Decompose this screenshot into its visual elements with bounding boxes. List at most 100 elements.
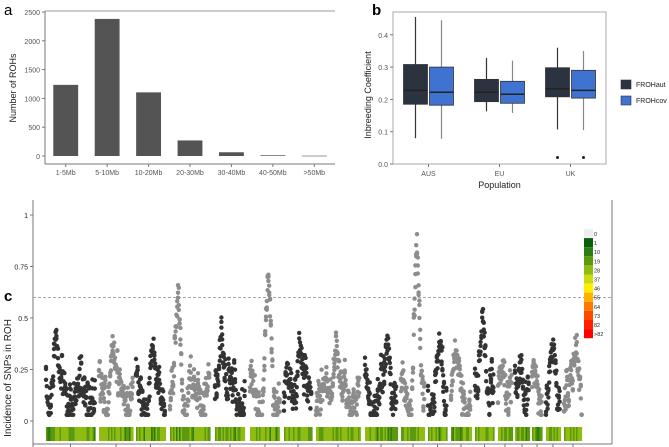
snp-point bbox=[297, 330, 302, 336]
snp-point bbox=[553, 358, 558, 363]
snp-point bbox=[175, 295, 181, 300]
x-tick-label: >50Mb bbox=[303, 170, 325, 177]
density-cell bbox=[224, 427, 226, 441]
snp-point bbox=[484, 368, 489, 374]
snp-point bbox=[304, 370, 309, 375]
snp-point bbox=[462, 399, 467, 405]
snp-point bbox=[305, 393, 310, 398]
legend-label: FROHcov bbox=[636, 98, 667, 105]
density-cell bbox=[485, 427, 488, 441]
snp-point bbox=[221, 351, 226, 357]
snp-point bbox=[393, 406, 398, 412]
snp-point bbox=[538, 409, 543, 414]
snp-point bbox=[178, 342, 183, 347]
snp-point bbox=[308, 385, 313, 390]
density-cell bbox=[55, 427, 57, 441]
snp-point bbox=[303, 355, 308, 361]
density-cell bbox=[52, 427, 54, 441]
snp-point bbox=[460, 412, 465, 417]
density-cell bbox=[440, 427, 442, 441]
snp-point bbox=[343, 377, 348, 383]
snp-point bbox=[236, 391, 241, 397]
snp-point bbox=[130, 384, 135, 390]
density-cell bbox=[432, 427, 435, 441]
density-cell bbox=[371, 427, 373, 441]
snp-point bbox=[547, 380, 552, 385]
snp-point bbox=[557, 399, 562, 404]
snp-point bbox=[557, 406, 562, 412]
snp-point bbox=[123, 397, 128, 402]
density-cell bbox=[384, 427, 387, 441]
snp-point bbox=[263, 329, 268, 334]
density-cell bbox=[179, 427, 181, 441]
snp-point bbox=[318, 407, 323, 412]
density-cell bbox=[230, 427, 232, 441]
density-cell bbox=[396, 427, 399, 441]
density-cell bbox=[259, 427, 261, 441]
snp-point bbox=[334, 338, 339, 343]
snp-point bbox=[401, 368, 406, 373]
density-cell bbox=[188, 427, 190, 441]
y-tick-label: 0.1 bbox=[378, 130, 388, 137]
density-cell bbox=[484, 427, 486, 441]
density-cell bbox=[240, 427, 243, 441]
snp-point bbox=[140, 389, 145, 394]
snp-point bbox=[186, 390, 191, 396]
chromosome-points-E2 bbox=[512, 353, 531, 417]
snp-point bbox=[422, 384, 427, 389]
density-legend-label: 1 bbox=[594, 241, 597, 247]
snp-point bbox=[220, 343, 225, 348]
snp-point bbox=[432, 400, 437, 405]
snp-point bbox=[232, 367, 238, 372]
snp-point bbox=[507, 368, 513, 373]
density-cell bbox=[99, 427, 101, 441]
x-tick-label: 30-40Mb bbox=[218, 170, 246, 177]
density-cell bbox=[423, 427, 426, 441]
snp-point bbox=[547, 369, 553, 374]
snp-point bbox=[172, 336, 177, 341]
snp-point bbox=[147, 394, 152, 399]
snp-point bbox=[159, 406, 164, 412]
snp-point bbox=[491, 372, 496, 377]
density-cell bbox=[242, 427, 244, 441]
density-cell bbox=[337, 427, 339, 441]
chromosome-points-D4 bbox=[472, 306, 496, 417]
density-cell bbox=[347, 427, 350, 441]
snp-point bbox=[452, 338, 458, 343]
density-cell bbox=[368, 427, 370, 441]
density-cell bbox=[300, 427, 303, 441]
density-cell bbox=[80, 427, 83, 441]
snp-point bbox=[382, 369, 388, 374]
density-cell bbox=[253, 427, 255, 441]
snp-point bbox=[264, 307, 269, 312]
snp-point bbox=[222, 375, 227, 381]
snp-point bbox=[502, 359, 507, 365]
snp-point bbox=[224, 372, 229, 377]
snp-point bbox=[176, 285, 181, 290]
snp-point bbox=[214, 391, 219, 396]
density-cell bbox=[173, 427, 175, 441]
density-cell bbox=[317, 427, 320, 441]
snp-point bbox=[260, 392, 265, 398]
snp-point bbox=[117, 371, 123, 377]
snp-point bbox=[487, 412, 492, 417]
snp-point bbox=[483, 343, 488, 348]
y-tick-label: 0.5 bbox=[18, 316, 28, 323]
snp-point bbox=[207, 375, 212, 380]
snp-point bbox=[285, 372, 290, 377]
snp-point bbox=[219, 319, 224, 325]
snp-point bbox=[127, 412, 132, 417]
snp-point bbox=[546, 388, 551, 393]
density-cell bbox=[565, 427, 568, 441]
bar bbox=[94, 18, 120, 156]
snp-point bbox=[404, 385, 409, 390]
density-cell bbox=[92, 427, 95, 441]
snp-point bbox=[412, 307, 417, 312]
snp-point bbox=[503, 401, 509, 406]
density-legend-swatch bbox=[584, 329, 593, 339]
snp-point bbox=[293, 400, 299, 405]
snp-point bbox=[467, 398, 472, 404]
snp-point bbox=[319, 367, 324, 372]
density-cell bbox=[89, 427, 92, 441]
density-cell bbox=[408, 427, 411, 441]
